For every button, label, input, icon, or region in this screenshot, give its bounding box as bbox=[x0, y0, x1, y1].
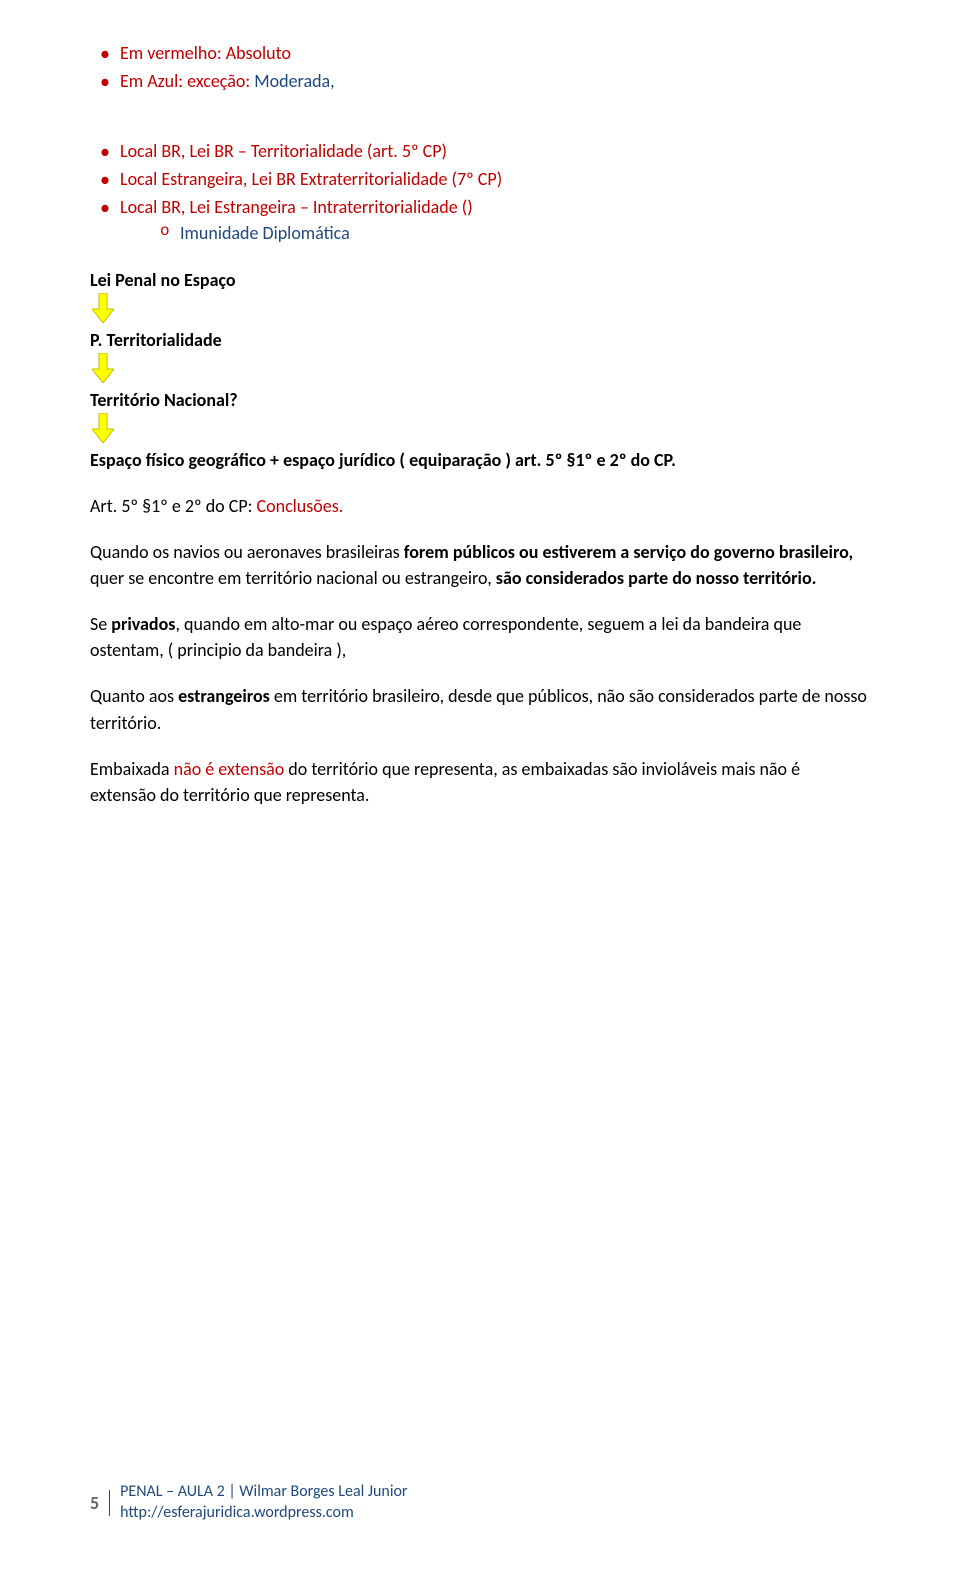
paragraph-privados: Se privados, quando em alto-mar ou espaç… bbox=[90, 611, 870, 663]
text: Em Azul: exceção: bbox=[120, 70, 254, 92]
footer-text: PENAL – AULA 2 | Wilmar Borges Leal Juni… bbox=[120, 1482, 407, 1524]
text: Se bbox=[90, 613, 111, 635]
text-red: não é extensão bbox=[174, 758, 285, 780]
list-item: Local Estrangeira, Lei BR Extraterritori… bbox=[90, 166, 870, 192]
text: Art. 5º §1º e 2º do CP: bbox=[90, 495, 257, 517]
text-bold: estrangeiros bbox=[178, 685, 270, 707]
arrow-down-icon bbox=[92, 413, 114, 443]
text: Local BR, Lei Estrangeira – Intraterrito… bbox=[120, 196, 473, 218]
text: Quanto aos bbox=[90, 685, 178, 707]
text: Quando os navios ou aeronaves brasileira… bbox=[90, 541, 404, 563]
list-territorial: Local BR, Lei BR – Territorialidade (art… bbox=[90, 138, 870, 246]
arrow-down-icon bbox=[92, 353, 114, 383]
paragraph-embaixada: Embaixada não é extensão do território q… bbox=[90, 756, 870, 808]
art-line: Art. 5º §1º e 2º do CP: Conclusões. bbox=[90, 493, 870, 519]
heading-lei-penal: Lei Penal no Espaço bbox=[90, 267, 870, 293]
page-footer: 5 PENAL – AULA 2 | Wilmar Borges Leal Ju… bbox=[90, 1482, 870, 1524]
text: Embaixada bbox=[90, 758, 174, 780]
heading-territorialidade: P. Territorialidade bbox=[90, 327, 870, 353]
list-item: Em vermelho: Absoluto bbox=[90, 40, 870, 66]
text-red: Absoluto bbox=[226, 42, 291, 64]
paragraph-navios: Quando os navios ou aeronaves brasileira… bbox=[90, 539, 870, 591]
text: Em vermelho: bbox=[120, 42, 226, 64]
text-bold: forem públicos ou estiverem a serviço do… bbox=[404, 541, 853, 563]
text-blue: Moderada, bbox=[254, 70, 334, 92]
sub-list: Imunidade Diplomática bbox=[150, 220, 870, 246]
list-item: Em Azul: exceção: Moderada, bbox=[90, 68, 870, 94]
list-color-key: Em vermelho: Absoluto Em Azul: exceção: … bbox=[90, 40, 870, 94]
page-number: 5 bbox=[90, 1490, 110, 1516]
list-item: Local BR, Lei Estrangeira – Intraterrito… bbox=[90, 194, 870, 246]
text-bold: privados bbox=[111, 613, 175, 635]
text: Local BR, Lei BR – Territorialidade (art… bbox=[120, 140, 447, 162]
footer-line1: PENAL – AULA 2 | Wilmar Borges Leal Juni… bbox=[120, 1482, 407, 1503]
text: quer se encontre em território nacional … bbox=[90, 567, 496, 589]
text: Local Estrangeira, Lei BR Extraterritori… bbox=[120, 168, 502, 190]
list-item: Imunidade Diplomática bbox=[150, 220, 870, 246]
paragraph-estrangeiros: Quanto aos estrangeiros em território br… bbox=[90, 683, 870, 735]
text: , quando em alto-mar ou espaço aéreo cor… bbox=[90, 613, 801, 661]
text-red: Conclusões. bbox=[257, 495, 344, 517]
arrow-down-icon bbox=[92, 293, 114, 323]
text-bold: são considerados parte do nosso territór… bbox=[496, 567, 817, 589]
text-blue: Imunidade Diplomática bbox=[180, 222, 350, 244]
footer-line2: http://esferajuridica.wordpress.com bbox=[120, 1503, 407, 1524]
heading-territorio: Território Nacional? bbox=[90, 387, 870, 413]
list-item: Local BR, Lei BR – Territorialidade (art… bbox=[90, 138, 870, 164]
heading-espaco: Espaço físico geográfico + espaço jurídi… bbox=[90, 447, 870, 473]
